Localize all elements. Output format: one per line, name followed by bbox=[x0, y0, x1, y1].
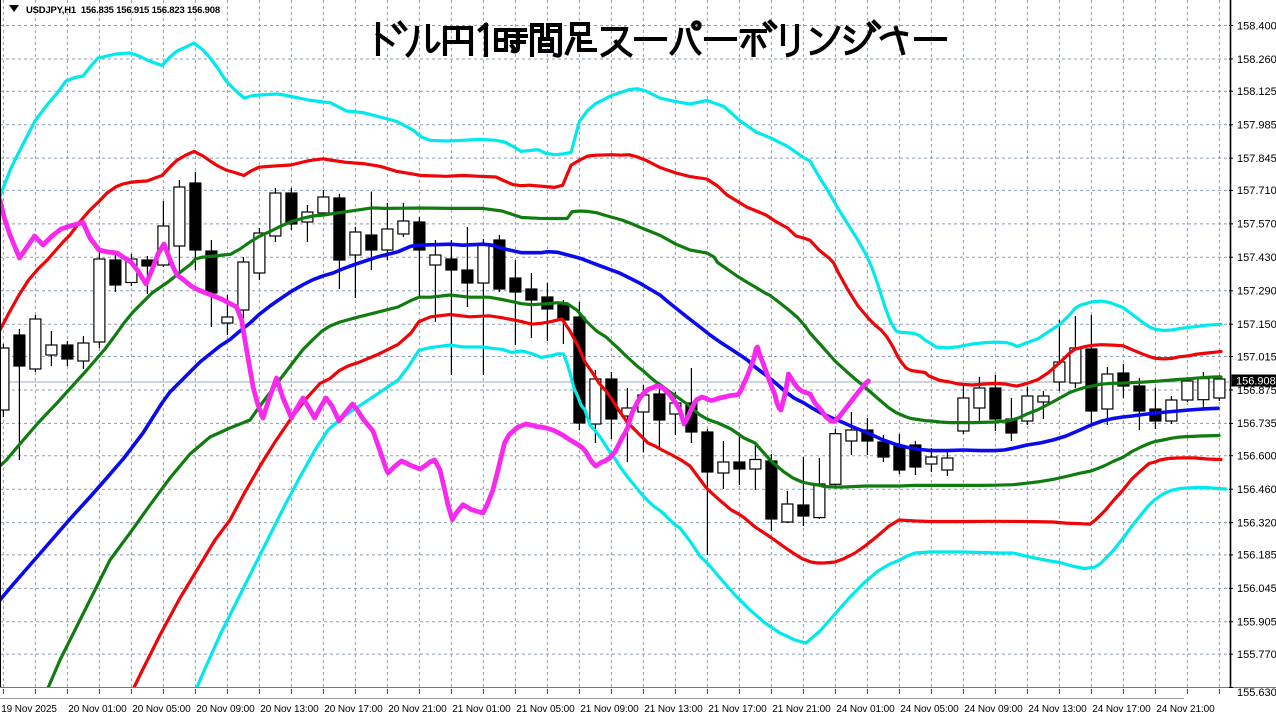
svg-text:155.770: 155.770 bbox=[1237, 649, 1276, 661]
svg-text:157.570: 157.570 bbox=[1237, 219, 1276, 231]
svg-text:21 Nov 01:00: 21 Nov 01:00 bbox=[452, 704, 511, 715]
svg-text:156.320: 156.320 bbox=[1237, 517, 1276, 529]
svg-text:156.735: 156.735 bbox=[1237, 418, 1276, 430]
svg-text:157.015: 157.015 bbox=[1237, 351, 1276, 363]
svg-text:24 Nov 05:00: 24 Nov 05:00 bbox=[900, 704, 959, 715]
svg-text:20 Nov 05:00: 20 Nov 05:00 bbox=[132, 704, 191, 715]
svg-text:21 Nov 05:00: 21 Nov 05:00 bbox=[516, 704, 575, 715]
svg-text:156.460: 156.460 bbox=[1237, 484, 1276, 496]
svg-text:20 Nov 13:00: 20 Nov 13:00 bbox=[260, 704, 319, 715]
svg-text:21 Nov 17:00: 21 Nov 17:00 bbox=[708, 704, 767, 715]
svg-text:156.045: 156.045 bbox=[1237, 583, 1276, 595]
svg-text:155.630: 155.630 bbox=[1237, 687, 1276, 699]
svg-text:24 Nov 09:00: 24 Nov 09:00 bbox=[964, 704, 1023, 715]
svg-text:USDJPY,H1 156.835 156.915 156: USDJPY,H1 156.835 156.915 156.823 156.90… bbox=[26, 5, 220, 16]
svg-text:24 Nov 13:00: 24 Nov 13:00 bbox=[1028, 704, 1087, 715]
svg-text:20 Nov 09:00: 20 Nov 09:00 bbox=[196, 704, 255, 715]
svg-text:156.185: 156.185 bbox=[1237, 550, 1276, 562]
svg-text:157.290: 157.290 bbox=[1237, 286, 1276, 298]
svg-text:158.400: 158.400 bbox=[1237, 20, 1276, 32]
svg-text:157.150: 157.150 bbox=[1237, 319, 1276, 331]
svg-text:158.125: 158.125 bbox=[1237, 86, 1276, 98]
svg-text:157.430: 157.430 bbox=[1237, 252, 1276, 264]
svg-text:24 Nov 01:00: 24 Nov 01:00 bbox=[836, 704, 895, 715]
svg-text:157.985: 157.985 bbox=[1237, 120, 1276, 132]
svg-text:156.600: 156.600 bbox=[1237, 451, 1276, 463]
svg-text:158.260: 158.260 bbox=[1237, 54, 1276, 66]
svg-text:21 Nov 21:00: 21 Nov 21:00 bbox=[772, 704, 831, 715]
svg-text:20 Nov 21:00: 20 Nov 21:00 bbox=[388, 704, 447, 715]
svg-text:24 Nov 17:00: 24 Nov 17:00 bbox=[1092, 704, 1151, 715]
svg-text:20 Nov 17:00: 20 Nov 17:00 bbox=[324, 704, 383, 715]
svg-text:156.908: 156.908 bbox=[1236, 376, 1276, 388]
svg-text:24 Nov 21:00: 24 Nov 21:00 bbox=[1156, 704, 1215, 715]
svg-text:157.710: 157.710 bbox=[1237, 185, 1276, 197]
svg-text:157.845: 157.845 bbox=[1237, 153, 1276, 165]
svg-text:19 Nov 2025: 19 Nov 2025 bbox=[1, 704, 57, 715]
svg-text:21 Nov 13:00: 21 Nov 13:00 bbox=[644, 704, 703, 715]
svg-text:156.875: 156.875 bbox=[1237, 385, 1276, 397]
svg-text:20 Nov 01:00: 20 Nov 01:00 bbox=[68, 704, 127, 715]
svg-text:21 Nov 09:00: 21 Nov 09:00 bbox=[580, 704, 639, 715]
svg-text:155.905: 155.905 bbox=[1237, 617, 1276, 629]
